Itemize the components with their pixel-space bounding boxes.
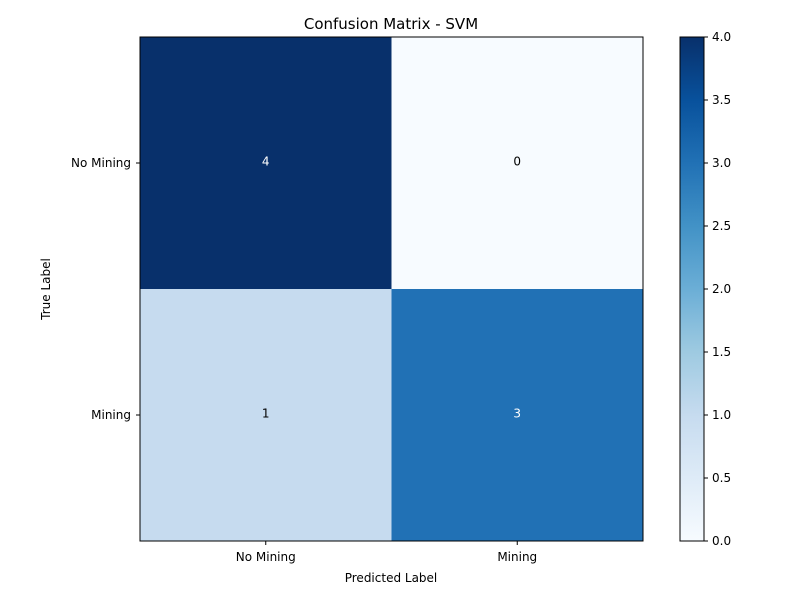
cell-value-label: 0	[513, 155, 521, 169]
colorbar-tick-label: 3.0	[712, 156, 731, 170]
y-tick-label: Mining	[91, 408, 131, 422]
y-tick-label: No Mining	[71, 156, 131, 170]
colorbar-tick-label: 4.0	[712, 30, 731, 44]
chart-title: Confusion Matrix - SVM	[304, 15, 478, 33]
x-tick-label: No Mining	[236, 550, 296, 564]
colorbar-gradient	[680, 37, 704, 541]
heatmap-cell	[140, 289, 392, 541]
heatmap-cell	[391, 37, 643, 289]
plot-frame	[139, 36, 644, 542]
colorbar: 0.0 0.5 1.0 1.5 2.0 2.5 3.0 3.5 4.0	[679, 30, 731, 548]
colorbar-tick-label: 1.5	[712, 345, 731, 359]
colorbar-tick-label: 0.5	[712, 471, 731, 485]
cell-value-label: 3	[513, 407, 521, 421]
colorbar-tick-label: 3.5	[712, 93, 731, 107]
x-axis-label: Predicted Label	[345, 571, 438, 585]
y-axis-label: True Label	[39, 258, 53, 321]
colorbar-tick-label: 2.5	[712, 219, 731, 233]
cell-value-label: 1	[262, 407, 270, 421]
x-axis-ticks: No Mining Mining	[236, 541, 537, 564]
cell-value-label: 4	[262, 155, 270, 169]
heatmap-cells: 4 0 1 3	[140, 37, 643, 541]
colorbar-tick-label: 1.0	[712, 408, 731, 422]
heatmap-cell	[140, 37, 392, 289]
colorbar-tick-label: 2.0	[712, 282, 731, 296]
y-axis-ticks: No Mining Mining	[71, 156, 140, 422]
x-tick-label: Mining	[497, 550, 537, 564]
colorbar-tick-label: 0.0	[712, 534, 731, 548]
heatmap-cell	[391, 289, 643, 541]
